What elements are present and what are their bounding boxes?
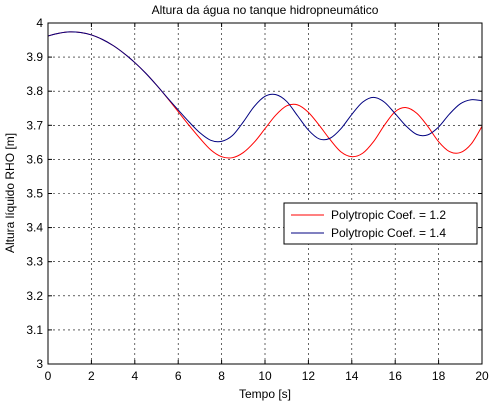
y-axis-label: Altura líquido RHO [m] xyxy=(3,133,17,253)
y-tick-label: 3.7 xyxy=(26,118,43,132)
series-line-2 xyxy=(47,31,483,143)
axis-ticks: 0 2 4 6 8 10 12 14 16 18 20 3 3.1 3.2 3.3 3.4 3.5 3.6 3.7 3… xyxy=(26,16,489,383)
x-tick-label: 20 xyxy=(475,369,489,383)
y-tick-label: 3.5 xyxy=(26,187,43,201)
legend-box xyxy=(283,202,478,245)
legend-label-2: Polytropic Coef. = 1.4 xyxy=(331,226,446,240)
x-tick-label: 2 xyxy=(88,369,95,383)
y-tick-label: 3.6 xyxy=(26,152,43,166)
x-tick-label: 10 xyxy=(258,369,272,383)
y-tick-label: 3.4 xyxy=(26,221,43,235)
x-tick-label: 14 xyxy=(345,369,359,383)
x-tick-label: 0 xyxy=(45,369,52,383)
y-tick-label: 3.1 xyxy=(26,323,43,337)
y-tick-label: 3.2 xyxy=(26,289,43,303)
y-tick-label: 3.9 xyxy=(26,50,43,64)
legend-label-1: Polytropic Coef. = 1.2 xyxy=(331,208,446,222)
series-lines xyxy=(47,31,483,159)
y-tick-label: 3.8 xyxy=(26,84,43,98)
chart-title: Altura da água no tanque hidropneumático xyxy=(152,3,379,17)
y-tick-label: 4 xyxy=(36,16,43,30)
x-tick-label: 8 xyxy=(218,369,225,383)
x-tick-label: 18 xyxy=(432,369,446,383)
y-tick-label: 3.3 xyxy=(26,255,43,269)
x-tick-label: 4 xyxy=(131,369,138,383)
x-axis-label: Tempo [s] xyxy=(239,387,291,401)
x-tick-label: 12 xyxy=(302,369,316,383)
grid-lines xyxy=(48,23,482,364)
y-tick-label: 3 xyxy=(36,357,43,371)
x-tick-label: 16 xyxy=(389,369,403,383)
x-tick-label: 6 xyxy=(175,369,182,383)
legend: Polytropic Coef. = 1.2 Polytropic Coef. =… xyxy=(283,202,478,245)
